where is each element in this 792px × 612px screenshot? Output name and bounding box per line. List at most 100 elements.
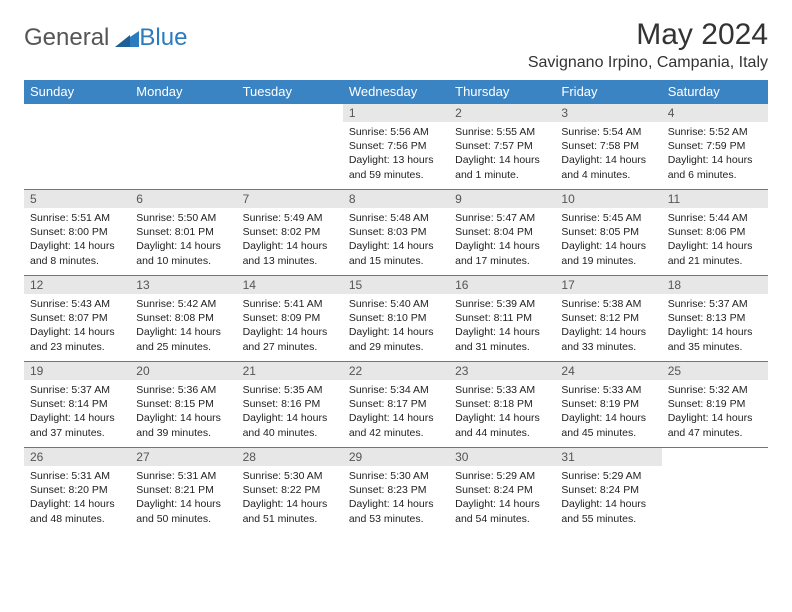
day-data: Sunrise: 5:30 AMSunset: 8:23 PMDaylight:… [343, 466, 449, 530]
sunrise-line: Sunrise: 5:41 AM [243, 297, 337, 311]
calendar-day-cell: 24Sunrise: 5:33 AMSunset: 8:19 PMDayligh… [555, 362, 661, 448]
calendar-day-cell: 28Sunrise: 5:30 AMSunset: 8:22 PMDayligh… [237, 448, 343, 534]
day-number: 30 [449, 448, 555, 466]
day-number: 12 [24, 276, 130, 294]
calendar-day-cell: 12Sunrise: 5:43 AMSunset: 8:07 PMDayligh… [24, 276, 130, 362]
sunrise-line: Sunrise: 5:37 AM [30, 383, 124, 397]
day-data: Sunrise: 5:41 AMSunset: 8:09 PMDaylight:… [237, 294, 343, 358]
day-data: Sunrise: 5:50 AMSunset: 8:01 PMDaylight:… [130, 208, 236, 272]
header-right: May 2024 Savignano Irpino, Campania, Ita… [528, 18, 768, 72]
sunset-line: Sunset: 8:17 PM [349, 397, 443, 411]
day-data: Sunrise: 5:39 AMSunset: 8:11 PMDaylight:… [449, 294, 555, 358]
day-data: Sunrise: 5:29 AMSunset: 8:24 PMDaylight:… [555, 466, 661, 530]
sunset-line: Sunset: 8:07 PM [30, 311, 124, 325]
header: General Blue May 2024 Savignano Irpino, … [24, 18, 768, 72]
day-number: 13 [130, 276, 236, 294]
calendar-day-cell: 30Sunrise: 5:29 AMSunset: 8:24 PMDayligh… [449, 448, 555, 534]
calendar-day-cell: 20Sunrise: 5:36 AMSunset: 8:15 PMDayligh… [130, 362, 236, 448]
sunrise-line: Sunrise: 5:56 AM [349, 125, 443, 139]
daylight-line: Daylight: 14 hours and 13 minutes. [243, 239, 337, 267]
calendar-day-cell: 31Sunrise: 5:29 AMSunset: 8:24 PMDayligh… [555, 448, 661, 534]
calendar-week-row: 12Sunrise: 5:43 AMSunset: 8:07 PMDayligh… [24, 276, 768, 362]
day-number: 24 [555, 362, 661, 380]
day-data: Sunrise: 5:55 AMSunset: 7:57 PMDaylight:… [449, 122, 555, 186]
calendar-header-row: SundayMondayTuesdayWednesdayThursdayFrid… [24, 80, 768, 104]
calendar-week-row: 5Sunrise: 5:51 AMSunset: 8:00 PMDaylight… [24, 190, 768, 276]
day-number: 23 [449, 362, 555, 380]
calendar-week-row: 1Sunrise: 5:56 AMSunset: 7:56 PMDaylight… [24, 104, 768, 190]
calendar-week-row: 26Sunrise: 5:31 AMSunset: 8:20 PMDayligh… [24, 448, 768, 534]
calendar-day-cell: 16Sunrise: 5:39 AMSunset: 8:11 PMDayligh… [449, 276, 555, 362]
daylight-line: Daylight: 14 hours and 1 minute. [455, 153, 549, 181]
sunset-line: Sunset: 8:16 PM [243, 397, 337, 411]
day-data: Sunrise: 5:52 AMSunset: 7:59 PMDaylight:… [662, 122, 768, 186]
sunrise-line: Sunrise: 5:55 AM [455, 125, 549, 139]
weekday-header: Sunday [24, 80, 130, 104]
sunset-line: Sunset: 7:56 PM [349, 139, 443, 153]
sunrise-line: Sunrise: 5:40 AM [349, 297, 443, 311]
sunset-line: Sunset: 8:03 PM [349, 225, 443, 239]
day-number: 10 [555, 190, 661, 208]
daylight-line: Daylight: 14 hours and 48 minutes. [30, 497, 124, 525]
day-data: Sunrise: 5:56 AMSunset: 7:56 PMDaylight:… [343, 122, 449, 186]
daylight-line: Daylight: 14 hours and 42 minutes. [349, 411, 443, 439]
daylight-line: Daylight: 14 hours and 55 minutes. [561, 497, 655, 525]
sunrise-line: Sunrise: 5:31 AM [136, 469, 230, 483]
daylight-line: Daylight: 14 hours and 50 minutes. [136, 497, 230, 525]
calendar-day-cell [24, 104, 130, 190]
day-data: Sunrise: 5:42 AMSunset: 8:08 PMDaylight:… [130, 294, 236, 358]
sunrise-line: Sunrise: 5:37 AM [668, 297, 762, 311]
day-number: 1 [343, 104, 449, 122]
daylight-line: Daylight: 14 hours and 29 minutes. [349, 325, 443, 353]
calendar-table: SundayMondayTuesdayWednesdayThursdayFrid… [24, 80, 768, 534]
sunset-line: Sunset: 8:09 PM [243, 311, 337, 325]
daylight-line: Daylight: 14 hours and 45 minutes. [561, 411, 655, 439]
sunrise-line: Sunrise: 5:50 AM [136, 211, 230, 225]
calendar-day-cell: 11Sunrise: 5:44 AMSunset: 8:06 PMDayligh… [662, 190, 768, 276]
day-number: 8 [343, 190, 449, 208]
calendar-day-cell: 25Sunrise: 5:32 AMSunset: 8:19 PMDayligh… [662, 362, 768, 448]
sunrise-line: Sunrise: 5:48 AM [349, 211, 443, 225]
daylight-line: Daylight: 14 hours and 27 minutes. [243, 325, 337, 353]
calendar-week-row: 19Sunrise: 5:37 AMSunset: 8:14 PMDayligh… [24, 362, 768, 448]
day-number: 28 [237, 448, 343, 466]
calendar-day-cell: 2Sunrise: 5:55 AMSunset: 7:57 PMDaylight… [449, 104, 555, 190]
daylight-line: Daylight: 14 hours and 35 minutes. [668, 325, 762, 353]
day-data: Sunrise: 5:35 AMSunset: 8:16 PMDaylight:… [237, 380, 343, 444]
day-number: 9 [449, 190, 555, 208]
daylight-line: Daylight: 14 hours and 47 minutes. [668, 411, 762, 439]
day-data: Sunrise: 5:29 AMSunset: 8:24 PMDaylight:… [449, 466, 555, 530]
day-data: Sunrise: 5:49 AMSunset: 8:02 PMDaylight:… [237, 208, 343, 272]
day-number: 11 [662, 190, 768, 208]
logo: General Blue [24, 24, 187, 52]
daylight-line: Daylight: 14 hours and 17 minutes. [455, 239, 549, 267]
daylight-line: Daylight: 14 hours and 23 minutes. [30, 325, 124, 353]
daylight-line: Daylight: 14 hours and 10 minutes. [136, 239, 230, 267]
sunrise-line: Sunrise: 5:35 AM [243, 383, 337, 397]
sunset-line: Sunset: 8:04 PM [455, 225, 549, 239]
calendar-day-cell: 5Sunrise: 5:51 AMSunset: 8:00 PMDaylight… [24, 190, 130, 276]
day-data: Sunrise: 5:33 AMSunset: 8:19 PMDaylight:… [555, 380, 661, 444]
calendar-day-cell: 9Sunrise: 5:47 AMSunset: 8:04 PMDaylight… [449, 190, 555, 276]
calendar-day-cell: 29Sunrise: 5:30 AMSunset: 8:23 PMDayligh… [343, 448, 449, 534]
calendar-day-cell [237, 104, 343, 190]
daylight-line: Daylight: 14 hours and 21 minutes. [668, 239, 762, 267]
day-number: 3 [555, 104, 661, 122]
calendar-day-cell: 23Sunrise: 5:33 AMSunset: 8:18 PMDayligh… [449, 362, 555, 448]
daylight-line: Daylight: 14 hours and 31 minutes. [455, 325, 549, 353]
day-number: 26 [24, 448, 130, 466]
day-number: 16 [449, 276, 555, 294]
day-number: 14 [237, 276, 343, 294]
day-data: Sunrise: 5:32 AMSunset: 8:19 PMDaylight:… [662, 380, 768, 444]
daylight-line: Daylight: 14 hours and 8 minutes. [30, 239, 124, 267]
calendar-day-cell: 8Sunrise: 5:48 AMSunset: 8:03 PMDaylight… [343, 190, 449, 276]
daylight-line: Daylight: 14 hours and 33 minutes. [561, 325, 655, 353]
day-number: 7 [237, 190, 343, 208]
sunset-line: Sunset: 8:11 PM [455, 311, 549, 325]
logo-text-general: General [24, 24, 109, 52]
day-number: 15 [343, 276, 449, 294]
day-data: Sunrise: 5:36 AMSunset: 8:15 PMDaylight:… [130, 380, 236, 444]
daylight-line: Daylight: 14 hours and 39 minutes. [136, 411, 230, 439]
day-data: Sunrise: 5:40 AMSunset: 8:10 PMDaylight:… [343, 294, 449, 358]
day-data: Sunrise: 5:37 AMSunset: 8:14 PMDaylight:… [24, 380, 130, 444]
